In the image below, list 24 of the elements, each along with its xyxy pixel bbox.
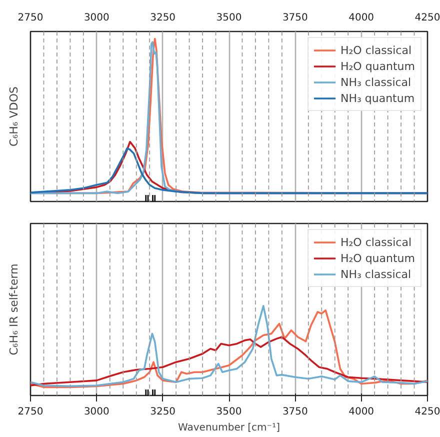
x-tick-label: 4000 bbox=[348, 406, 374, 418]
x-tick-label: 2750 bbox=[18, 406, 44, 418]
x-tick-label: 4250 bbox=[414, 406, 440, 418]
legend-label: H₂O quantum bbox=[340, 251, 415, 265]
x-tick-label: 3750 bbox=[282, 406, 308, 418]
x-tick-label: 2750 bbox=[18, 12, 44, 24]
x-tick-label: 3500 bbox=[216, 12, 242, 24]
legend-label: H₂O classical bbox=[340, 235, 412, 249]
legend-label: NH₃ quantum bbox=[340, 91, 415, 105]
legend-label: H₂O quantum bbox=[340, 59, 415, 73]
legend-label: H₂O classical bbox=[340, 43, 412, 57]
x-tick-label: 4250 bbox=[414, 12, 440, 24]
legend-label: NH₃ classical bbox=[340, 267, 412, 281]
legend-label: NH₃ classical bbox=[340, 75, 412, 89]
x-tick-label: 3000 bbox=[84, 406, 110, 418]
x-tick-label: 4000 bbox=[348, 12, 374, 24]
x-tick-label: 3250 bbox=[150, 12, 176, 24]
x-tick-label: 3000 bbox=[84, 12, 110, 24]
y-axis-title: C₆H₆ VDOS bbox=[8, 86, 20, 146]
x-tick-label: 3750 bbox=[282, 12, 308, 24]
y-axis-title: C₆H₆ IR self-term bbox=[8, 264, 20, 356]
x-axis-title: Wavenumber [cm⁻¹] bbox=[178, 422, 280, 434]
x-tick-label: 3250 bbox=[150, 406, 176, 418]
x-tick-label: 3500 bbox=[216, 406, 242, 418]
